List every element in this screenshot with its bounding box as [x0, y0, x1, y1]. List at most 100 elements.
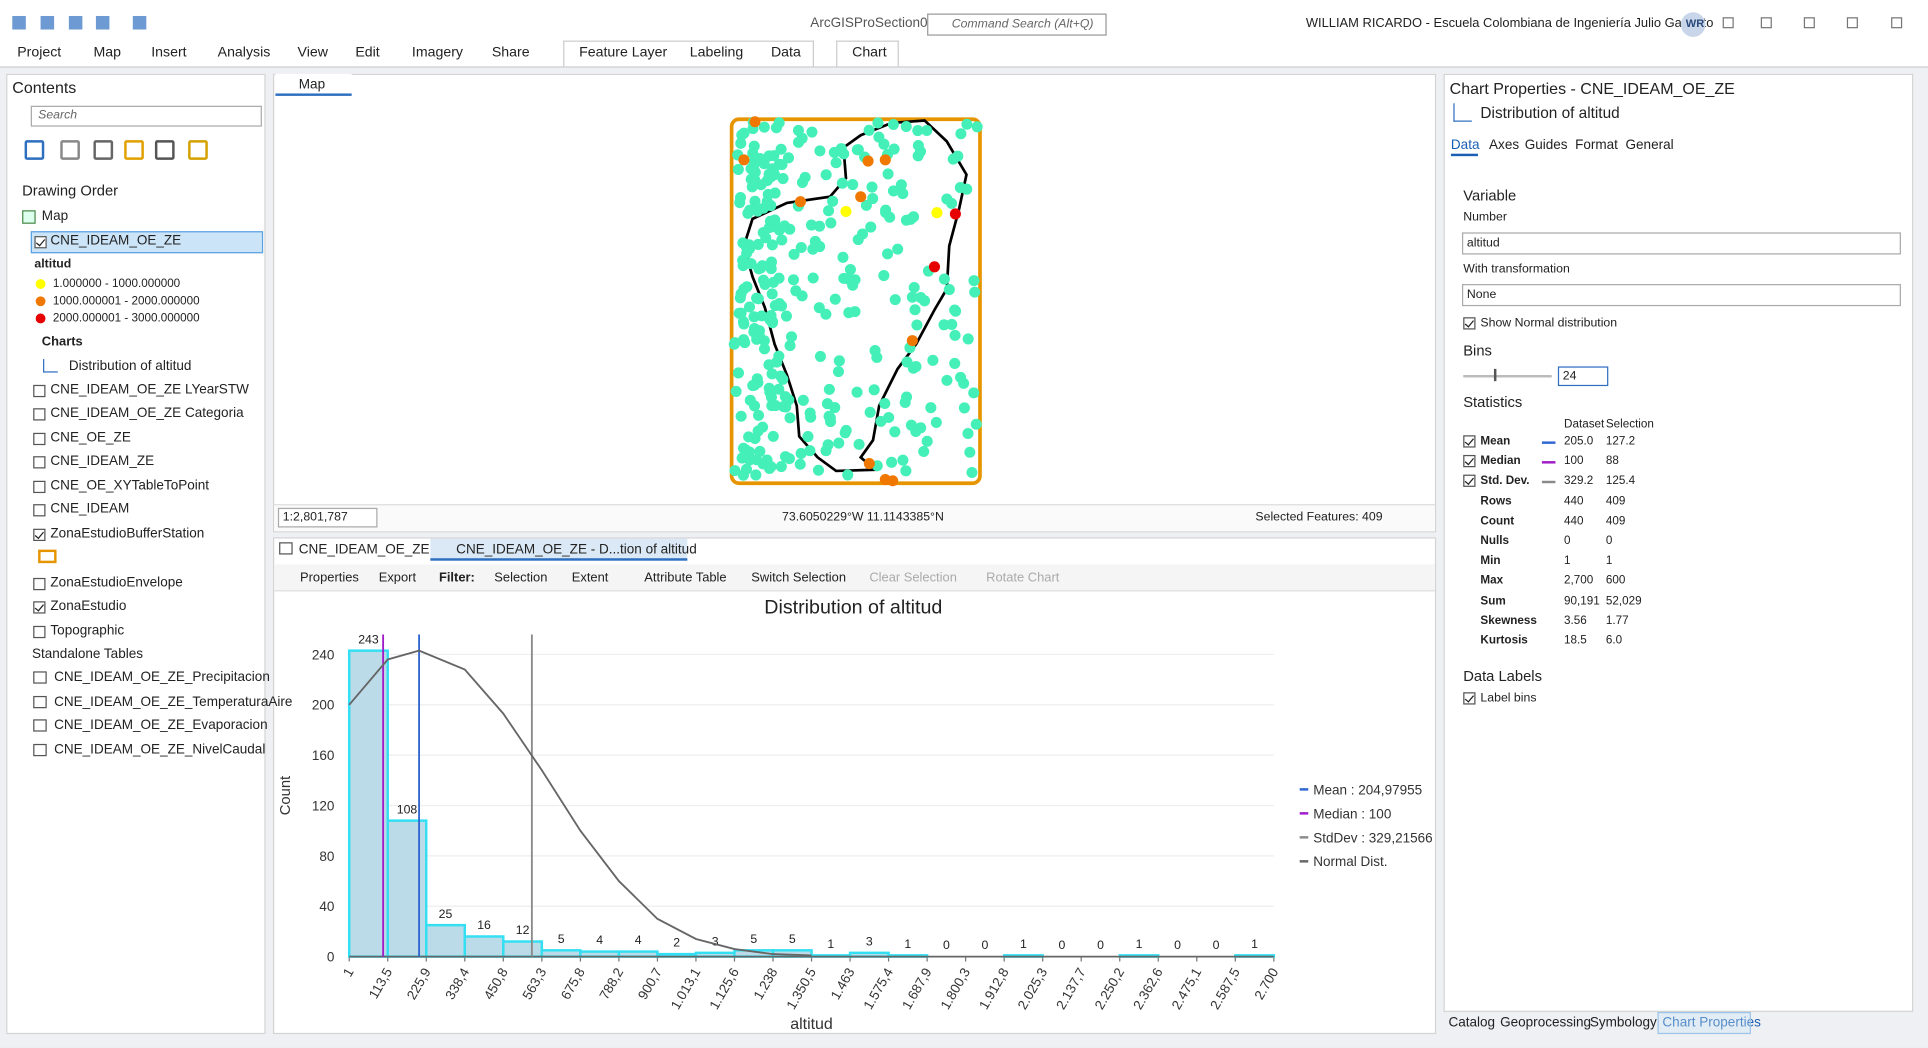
map-tab[interactable] — [275, 73, 352, 96]
tree-item[interactable]: CNE_OE_XYTableToPoint — [50, 478, 210, 494]
pane-tab[interactable]: Catalog — [1448, 1015, 1496, 1031]
pane-tab[interactable]: Data — [1450, 137, 1480, 153]
toolbar-button[interactable]: Extent — [571, 570, 609, 586]
tree-item[interactable]: CNE_IDEAM_OE_ZE_Precipitacion — [54, 670, 270, 685]
map-point — [832, 366, 844, 378]
tree-item[interactable]: CNE_IDEAM — [50, 501, 130, 517]
map-point — [897, 454, 909, 466]
tree-item[interactable]: CNE_IDEAM_OE_ZE_Evaporacion — [54, 718, 268, 734]
ribbon-tab[interactable]: Analysis — [217, 45, 271, 61]
pane-tab[interactable]: Format — [1575, 137, 1618, 153]
checkbox[interactable] — [1463, 435, 1476, 448]
toolbar-icon[interactable] — [124, 140, 144, 160]
quick-access-icon[interactable] — [12, 15, 26, 30]
toolbar-button[interactable]: Rotate Chart — [986, 570, 1060, 586]
search-box[interactable] — [927, 13, 1107, 36]
data-label: 25 — [439, 907, 453, 921]
ribbon-tab[interactable]: View — [297, 45, 328, 61]
dropdown[interactable] — [1461, 232, 1901, 255]
slider[interactable] — [1463, 375, 1552, 378]
toolbar-icon[interactable] — [154, 140, 175, 160]
quick-access-icon[interactable] — [95, 15, 110, 30]
pane-tab[interactable]: Geoprocessing — [1500, 1015, 1592, 1031]
ribbon-tab[interactable]: Share — [491, 45, 530, 61]
toolbar-button[interactable]: Attribute Table — [644, 570, 727, 586]
checkbox[interactable] — [33, 408, 46, 421]
checkbox[interactable] — [33, 480, 46, 494]
map-point — [732, 367, 745, 379]
map-point — [763, 382, 775, 394]
checkbox[interactable] — [33, 504, 46, 517]
toolbar-button[interactable]: Clear Selection — [869, 570, 957, 586]
ribbon-tab[interactable]: Edit — [355, 45, 380, 61]
ribbon-tab[interactable]: Imagery — [411, 45, 463, 61]
tree-item[interactable]: ZonaEstudioEnvelope — [50, 575, 183, 591]
toolbar-icon[interactable] — [93, 140, 114, 160]
pane-tab[interactable]: Axes — [1489, 137, 1520, 153]
tree-item[interactable]: Topographic — [50, 623, 125, 639]
ribbon-tab[interactable]: Map — [93, 45, 121, 61]
ribbon-tab[interactable]: Labeling — [689, 45, 744, 61]
checkbox[interactable] — [1463, 317, 1476, 330]
pane-tab[interactable]: Chart Properties — [1662, 1015, 1761, 1031]
pane-tab[interactable]: Guides — [1524, 137, 1568, 153]
tree-item[interactable]: ZonaEstudioBufferStation — [50, 526, 205, 542]
ribbon-tab[interactable]: Data — [770, 45, 801, 61]
toolbar-button[interactable]: Switch Selection — [751, 570, 847, 586]
checkbox[interactable] — [1463, 455, 1476, 468]
checkbox[interactable] — [33, 625, 46, 639]
window-button[interactable] — [1760, 17, 1772, 29]
ribbon-tab[interactable]: Feature Layer — [579, 45, 668, 61]
window-button[interactable] — [1722, 17, 1734, 29]
checkbox[interactable] — [33, 456, 46, 469]
dropdown[interactable] — [1461, 284, 1901, 307]
bins-input[interactable] — [1557, 366, 1609, 387]
tree-item[interactable]: CNE_IDEAM_OE_ZE LYearSTW — [50, 382, 249, 398]
tree-item[interactable]: CNE_IDEAM_OE_ZE Categoria — [50, 405, 244, 421]
slider-thumb[interactable] — [1493, 368, 1497, 382]
tree-item[interactable]: ZonaEstudio — [50, 598, 127, 614]
window-button[interactable] — [1846, 17, 1858, 29]
checkbox[interactable] — [33, 384, 46, 398]
toolbar-icon[interactable] — [60, 140, 80, 160]
window-button[interactable] — [1891, 17, 1903, 29]
checkbox[interactable] — [1463, 692, 1476, 705]
pane-tab[interactable]: Symbology — [1589, 1015, 1657, 1031]
checkbox[interactable] — [33, 528, 46, 542]
tree-item[interactable]: CNE_IDEAM_OE_ZE_NivelCaudal — [54, 742, 266, 758]
tree-item[interactable]: CNE_IDEAM_ZE — [50, 453, 155, 469]
quick-access-icon[interactable] — [68, 15, 83, 30]
ribbon-tab[interactable]: Insert — [151, 45, 187, 61]
avatar-initials: WR — [1685, 17, 1705, 30]
map-point — [809, 235, 821, 247]
toolbar-button[interactable]: Export — [378, 570, 417, 586]
scale-box[interactable] — [277, 507, 378, 528]
quick-access-icon[interactable] — [132, 15, 147, 30]
quick-access-icon[interactable] — [40, 15, 55, 30]
tree-item[interactable]: CNE_IDEAM_OE_ZE — [50, 233, 182, 249]
checkbox[interactable] — [34, 236, 47, 249]
tree-item[interactable]: Distribution of altitud — [68, 359, 192, 374]
status-bar — [274, 504, 1435, 532]
tab-label[interactable]: CNE_IDEAM_OE_ZE - D...tion of altitud — [456, 542, 697, 558]
toolbar-button[interactable]: Selection — [494, 570, 548, 586]
tree-item[interactable]: CNE_OE_ZE — [50, 430, 131, 446]
tree-item[interactable]: CNE_IDEAM_OE_ZE_TemperaturaAire — [54, 694, 293, 709]
tab-label[interactable]: CNE_IDEAM_OE_ZE — [298, 542, 430, 558]
window-button[interactable] — [1803, 17, 1815, 29]
checkbox[interactable] — [33, 577, 46, 591]
pane-tab[interactable]: General — [1625, 137, 1674, 153]
checkbox[interactable] — [33, 432, 46, 446]
checkbox[interactable] — [1463, 475, 1476, 488]
map-canvas[interactable] — [273, 96, 1436, 504]
data-label: 0 — [1097, 938, 1104, 952]
tree-item[interactable]: Map — [41, 209, 69, 224]
ribbon-tab[interactable]: Chart — [852, 45, 887, 61]
toolbar-button[interactable]: Properties — [300, 570, 359, 586]
checkbox[interactable] — [33, 601, 46, 614]
toolbar-icon[interactable] — [24, 140, 45, 160]
ribbon-tab[interactable]: Project — [17, 45, 62, 61]
toolbar-icon[interactable] — [188, 140, 208, 160]
tab-label[interactable]: Map — [298, 77, 326, 93]
chart-tab[interactable] — [430, 538, 688, 561]
